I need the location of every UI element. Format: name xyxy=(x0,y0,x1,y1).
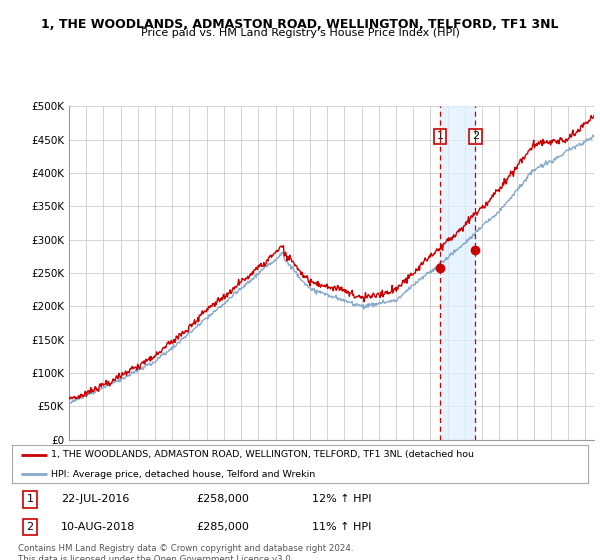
Text: 11% ↑ HPI: 11% ↑ HPI xyxy=(311,522,371,533)
Text: 1, THE WOODLANDS, ADMASTON ROAD, WELLINGTON, TELFORD, TF1 3NL: 1, THE WOODLANDS, ADMASTON ROAD, WELLING… xyxy=(41,18,559,31)
Text: £285,000: £285,000 xyxy=(196,522,249,533)
Text: 22-JUL-2016: 22-JUL-2016 xyxy=(61,494,130,505)
Text: Price paid vs. HM Land Registry's House Price Index (HPI): Price paid vs. HM Land Registry's House … xyxy=(140,28,460,38)
Text: £258,000: £258,000 xyxy=(196,494,249,505)
Text: 12% ↑ HPI: 12% ↑ HPI xyxy=(311,494,371,505)
Text: 1: 1 xyxy=(436,132,443,141)
Text: Contains HM Land Registry data © Crown copyright and database right 2024.
This d: Contains HM Land Registry data © Crown c… xyxy=(18,544,353,560)
Text: HPI: Average price, detached house, Telford and Wrekin: HPI: Average price, detached house, Telf… xyxy=(51,470,316,479)
Text: 2: 2 xyxy=(26,522,34,533)
Text: 1, THE WOODLANDS, ADMASTON ROAD, WELLINGTON, TELFORD, TF1 3NL (detached hou: 1, THE WOODLANDS, ADMASTON ROAD, WELLING… xyxy=(51,450,474,459)
Text: 10-AUG-2018: 10-AUG-2018 xyxy=(61,522,136,533)
Text: 2: 2 xyxy=(472,132,479,141)
Bar xyxy=(440,106,475,440)
Text: 1: 1 xyxy=(26,494,34,505)
